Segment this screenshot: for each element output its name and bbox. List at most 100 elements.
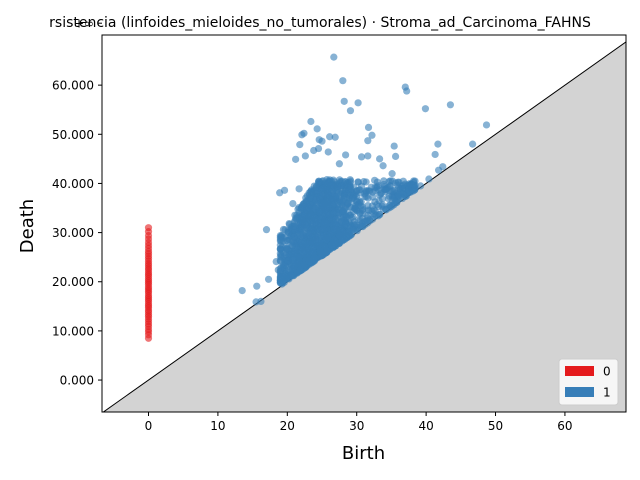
x-tick-label: 30 — [349, 419, 364, 433]
h1-point — [356, 209, 364, 217]
h1-point — [380, 180, 388, 189]
h1-point — [307, 117, 315, 126]
h1-point — [296, 266, 304, 274]
h1-point — [299, 217, 307, 225]
h1-point — [301, 152, 309, 160]
h1-point — [384, 194, 392, 203]
h1-point — [342, 151, 350, 159]
h1-point — [335, 160, 343, 168]
h1-point — [364, 123, 373, 132]
h1-point — [339, 207, 347, 215]
h1-point — [302, 247, 310, 255]
h1-point — [238, 286, 246, 295]
h1-point — [351, 221, 359, 229]
h1-point — [317, 188, 325, 196]
h1-point — [394, 184, 403, 193]
h1-point — [311, 205, 319, 213]
h1-point — [331, 192, 339, 201]
h1-point — [316, 193, 324, 202]
h1-point — [338, 218, 346, 226]
h1-point — [376, 155, 384, 163]
h1-point — [318, 137, 326, 145]
h1-point — [281, 226, 289, 234]
h1-point — [277, 237, 285, 245]
h1-point — [361, 190, 369, 198]
h1-point — [364, 152, 372, 160]
y-tick-label: 50.000 — [52, 128, 94, 142]
h1-point — [291, 222, 299, 230]
h1-point — [331, 133, 339, 141]
h1-point — [308, 248, 317, 256]
y-tick-label: 60.000 — [52, 79, 94, 93]
axes-frame — [101, 34, 627, 413]
h1-point — [298, 131, 306, 139]
h1-point — [290, 239, 298, 247]
h1-point — [276, 245, 284, 253]
h1-point — [388, 187, 396, 195]
h1-point — [324, 191, 332, 199]
h1-point — [341, 178, 349, 186]
h1-point — [291, 216, 299, 224]
y-tick-label: 0.000 — [60, 374, 94, 388]
h1-point — [410, 186, 419, 194]
x-tick-label: 10 — [210, 419, 225, 433]
h1-point — [274, 266, 282, 274]
h1-point — [284, 257, 292, 265]
h1-point — [276, 189, 284, 197]
h1-point — [425, 175, 433, 183]
h1-point — [344, 199, 352, 207]
h1-point — [434, 140, 442, 148]
legend-swatch — [565, 387, 594, 397]
h1-point — [296, 141, 304, 149]
h1-point — [322, 205, 331, 213]
h1-point — [391, 152, 400, 161]
h1-point — [403, 189, 411, 197]
h1-point — [370, 206, 378, 214]
h1-point — [360, 178, 368, 186]
x-tick-label: 60 — [557, 419, 572, 433]
h1-point — [327, 229, 335, 237]
h1-point — [280, 278, 288, 286]
h1-point — [364, 137, 372, 145]
h1-point — [482, 121, 491, 129]
h1-point — [290, 233, 299, 241]
h1-point — [289, 199, 297, 208]
y-axis-label: Death — [17, 199, 38, 253]
h1-point — [300, 261, 308, 269]
h1-point — [312, 183, 320, 191]
h1-point — [253, 282, 261, 290]
h1-point — [257, 297, 265, 306]
h1-point — [371, 176, 379, 184]
h1-point — [346, 107, 355, 115]
h1-point — [262, 226, 271, 234]
h1-point — [394, 192, 402, 200]
h1-point — [286, 271, 295, 279]
h1-point — [469, 140, 477, 148]
h1-point — [323, 248, 331, 256]
h1-point — [299, 200, 307, 209]
h1-point — [393, 198, 401, 206]
h1-point — [328, 181, 336, 189]
x-tick-label: 20 — [280, 419, 295, 433]
h1-point — [292, 155, 300, 163]
h1-point — [379, 162, 387, 170]
h1-point — [339, 77, 347, 85]
y-tick-label: 10.000 — [52, 324, 94, 338]
h1-point — [354, 99, 362, 107]
legend-label: 1 — [603, 386, 611, 400]
h1-point — [379, 201, 387, 209]
h1-point — [328, 200, 336, 208]
h1-point — [357, 153, 366, 161]
h1-point — [305, 231, 314, 239]
h1-point — [316, 247, 324, 255]
h1-point — [386, 182, 394, 190]
h1-point — [306, 194, 314, 203]
h1-point — [371, 187, 379, 195]
legend-swatch — [565, 366, 594, 376]
h1-point — [338, 198, 346, 207]
h1-point — [319, 224, 328, 233]
h1-point — [388, 170, 396, 178]
h1-point — [328, 241, 336, 249]
h1-point — [345, 227, 353, 236]
h1-point — [305, 257, 313, 265]
